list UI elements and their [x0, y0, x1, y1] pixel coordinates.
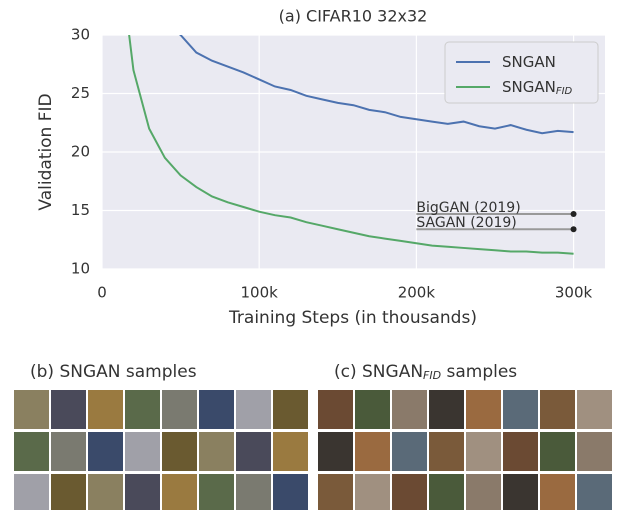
x-tick-label: 300k [555, 284, 593, 302]
panel-text: (c) SNGAN [334, 362, 423, 382]
sample-image [14, 432, 49, 471]
x-tick-label: 100k [241, 284, 279, 302]
sample-image [466, 390, 501, 429]
sample-image [88, 390, 123, 429]
sample-image [318, 432, 353, 471]
sample-image [503, 474, 538, 510]
sample-image [429, 390, 464, 429]
sample-image [125, 432, 160, 471]
sample-image [540, 390, 575, 429]
sample-image [503, 390, 538, 429]
sample-image [273, 390, 308, 429]
annotation: SAGAN (2019) [416, 215, 516, 231]
figure: (a) CIFAR10 32x32 Training Steps (in tho… [0, 0, 621, 510]
sample-image [503, 432, 538, 471]
sample-image [318, 474, 353, 510]
x-tick-label: 0 [97, 284, 107, 302]
y-tick-label: 15 [71, 201, 90, 219]
sample-image [14, 474, 49, 510]
sample-image [273, 432, 308, 471]
sample-image [162, 474, 197, 510]
sample-image [51, 474, 86, 510]
x-axis-label: Training Steps (in thousands) [228, 308, 477, 328]
sample-image [355, 390, 390, 429]
sample-image [162, 432, 197, 471]
sample-image [14, 390, 49, 429]
sample-image [429, 432, 464, 471]
sample-image [392, 432, 427, 471]
sample-image [355, 432, 390, 471]
y-tick-label: 25 [71, 84, 90, 102]
sample-image [466, 474, 501, 510]
sample-image [51, 432, 86, 471]
y-tick-label: 30 [71, 26, 90, 44]
sample-image [125, 390, 160, 429]
sample-image [199, 432, 234, 471]
panel-text: (b) SNGAN samples [30, 362, 197, 382]
legend-name: SNGAN [502, 53, 556, 71]
y-tick-label: 20 [71, 143, 90, 161]
sample-image [236, 432, 271, 471]
sample-image [540, 474, 575, 510]
panel-text: FID [423, 369, 441, 382]
sample-image [125, 474, 160, 510]
legend-label: SNGAN [502, 53, 556, 71]
legend-name: SNGAN [502, 78, 556, 96]
sample-image [199, 474, 234, 510]
sample-image [236, 390, 271, 429]
sample-image [51, 390, 86, 429]
sample-image [199, 390, 234, 429]
reference-dot [571, 226, 577, 232]
sample-image [466, 432, 501, 471]
y-axis-label: Validation FID [36, 93, 56, 210]
sample-image [392, 390, 427, 429]
sample-image [540, 432, 575, 471]
sample-image [577, 390, 612, 429]
sample-image [273, 474, 308, 510]
sample-image [88, 432, 123, 471]
sample-image [88, 474, 123, 510]
sample-image [392, 474, 427, 510]
y-tick-label: 10 [71, 260, 90, 278]
sample-image [429, 474, 464, 510]
sample-image [577, 432, 612, 471]
sample-image [318, 390, 353, 429]
panel-text: samples [441, 362, 517, 382]
sample-image [162, 390, 197, 429]
legend-subscript: FID [556, 86, 573, 97]
x-tick-label: 200k [398, 284, 436, 302]
annotation: BigGAN (2019) [416, 200, 520, 216]
panel-label: (b) SNGAN samples [30, 362, 197, 382]
sample-image [236, 474, 271, 510]
panel-label: (c) SNGANFID samples [334, 362, 517, 382]
chart-title: (a) CIFAR10 32x32 [279, 7, 428, 26]
sample-image [577, 474, 612, 510]
sample-image [355, 474, 390, 510]
reference-dot [571, 211, 577, 217]
